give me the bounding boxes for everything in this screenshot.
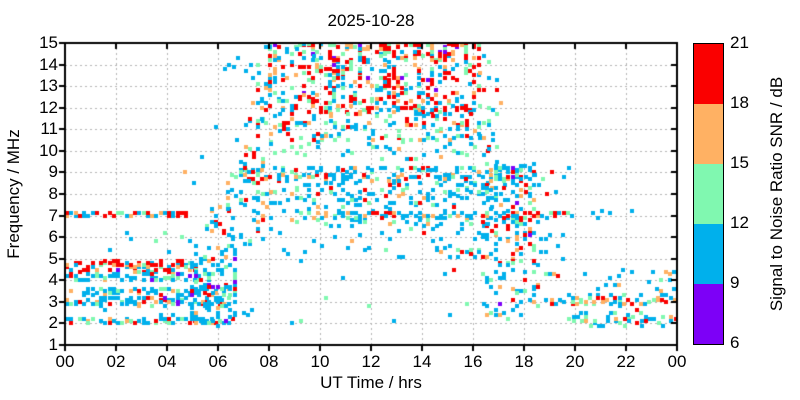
x-tick-label-10-5: 10: [310, 352, 330, 371]
colorbar-label: Signal to Noise Ratio SNR / dB: [767, 76, 786, 312]
x-axis-label: UT Time / hrs: [320, 373, 422, 392]
y-tick-label-14: 14: [39, 54, 58, 74]
x-tick-label-20-10: 20: [565, 352, 585, 371]
x-tick-label-00-0: 00: [55, 352, 75, 371]
colorbar-tick-label-9: 9: [730, 273, 740, 292]
x-tick-label-04-2: 04: [157, 352, 177, 371]
x-tick-label-02-1: 02: [106, 352, 126, 371]
x-tick-label-16-8: 16: [463, 352, 483, 371]
colorbar-tick-label-18: 18: [730, 93, 749, 112]
y-tick-label-15: 15: [39, 33, 58, 52]
y-tick-label-3: 3: [48, 291, 58, 311]
colorbar-tick-label-21: 21: [730, 33, 749, 52]
colorbar: [693, 43, 724, 345]
x-tick-label-18-9: 18: [514, 352, 534, 371]
x-tick-label-00-12: 00: [667, 352, 687, 371]
y-tick-label-8: 8: [48, 184, 58, 203]
y-tick-label-7: 7: [48, 205, 58, 225]
y-tick-label-10: 10: [39, 140, 58, 160]
chart-title: 2025-10-28: [327, 11, 415, 30]
y-tick-label-6: 6: [48, 227, 58, 247]
y-tick-label-2: 2: [48, 313, 58, 333]
colorbar-tick-label-12: 12: [730, 213, 749, 232]
y-tick-label-4: 4: [48, 270, 58, 290]
colorbar-segment-purple: [694, 284, 723, 344]
colorbar-segment-cyan: [694, 224, 723, 284]
x-tick-label-14-7: 14: [412, 352, 432, 371]
colorbar-tick-label-15: 15: [730, 153, 749, 172]
y-tick-label-12: 12: [39, 97, 58, 117]
y-tick-label-9: 9: [48, 162, 58, 182]
y-tick-label-11: 11: [40, 119, 58, 139]
y-tick-label-5: 5: [48, 248, 58, 268]
y-tick-label-1: 1: [48, 335, 58, 354]
x-tick-label-22-11: 22: [616, 352, 636, 371]
colorbar-segment-orange: [694, 104, 723, 164]
colorbar-segment-red: [694, 44, 723, 104]
x-tick-label-12-6: 12: [361, 352, 381, 371]
y-tick-label-13: 13: [39, 76, 58, 96]
colorbar-segment-green: [694, 164, 723, 224]
y-axis-label: Frequency / MHz: [4, 129, 23, 259]
colorbar-tick-label-6: 6: [730, 333, 740, 352]
x-tick-label-08-4: 08: [259, 352, 279, 371]
x-tick-label-06-3: 06: [208, 352, 228, 371]
